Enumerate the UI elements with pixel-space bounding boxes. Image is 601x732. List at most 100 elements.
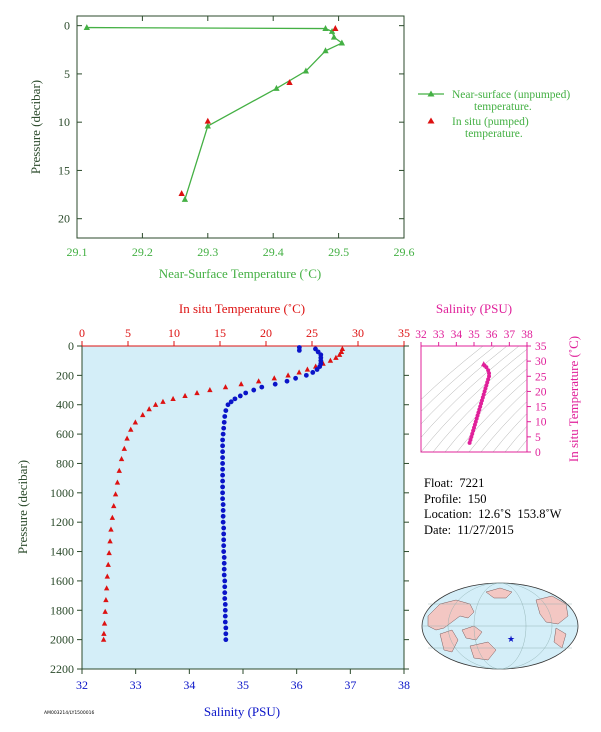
legend-label-line1: Near-surface (unpumped)	[452, 89, 570, 101]
salinity-point	[225, 402, 231, 408]
salinity-tick-label: 32	[76, 678, 88, 692]
temperature-point	[105, 561, 111, 567]
top-x-tick-label: 29.1	[67, 245, 88, 259]
salinity-point	[223, 408, 229, 413]
temperature-tick-label: 35	[398, 326, 410, 340]
temperature-point	[108, 526, 114, 532]
temperature-point	[124, 435, 130, 441]
salinity-point	[223, 631, 229, 637]
temperature-point	[338, 348, 345, 354]
temperature-point	[100, 636, 107, 642]
legend-green-triangle	[427, 90, 435, 97]
top-x-tick-label: 29.4	[263, 245, 284, 259]
ts-point	[471, 428, 476, 433]
ts-point	[487, 374, 492, 379]
temperature-point	[255, 378, 262, 384]
salinity-point	[221, 543, 227, 549]
density-contour	[492, 413, 527, 452]
temperature-point	[182, 392, 188, 399]
temperature-point	[336, 351, 343, 357]
near-surface-temperature-point	[322, 47, 329, 54]
temperature-point	[160, 398, 166, 404]
temperature-tick-label: 10	[168, 326, 180, 340]
salinity-point	[222, 584, 228, 590]
salinity-point	[220, 502, 226, 507]
temperature-point	[146, 406, 152, 412]
temperature-point	[101, 630, 107, 636]
density-contour	[421, 346, 484, 400]
ts-point	[482, 389, 487, 394]
ts-temperature-tick-label: 15	[535, 402, 547, 414]
near-surface-temperature-point	[302, 67, 310, 74]
near-surface-temperature-point	[204, 122, 211, 129]
ts-temperature-tick-label: 25	[535, 371, 547, 383]
temperature-point	[103, 596, 109, 603]
ts-salinity-tick-label: 37	[504, 329, 516, 341]
near-surface-temperature-point	[328, 27, 336, 34]
density-contour	[456, 379, 527, 452]
pressure-tick-label: 2000	[50, 633, 74, 647]
salinity-point	[220, 508, 226, 513]
salinity-point	[228, 399, 234, 405]
temperature-point	[118, 456, 125, 462]
map-gridlines	[422, 582, 578, 670]
temperature-point	[152, 401, 159, 407]
temperature-point	[207, 387, 213, 393]
temperature-point	[111, 503, 117, 509]
temperature-point	[107, 538, 113, 544]
pressure-tick-label: 0	[68, 339, 74, 353]
ts-point	[475, 413, 480, 418]
salinity-point	[221, 419, 227, 425]
ts-point	[474, 416, 479, 421]
ts-temperature-tick-label: 10	[535, 417, 547, 429]
temperature-point	[112, 491, 119, 497]
ts-point	[480, 395, 485, 400]
temperature-point	[104, 573, 110, 579]
main-chart: 0 5 10 15 20 25 30 35 32 33 34 35 36 37 38 0 200 400 600…	[15, 301, 410, 719]
salinity-point	[220, 472, 226, 478]
ts-temperature-tick-label: 35	[535, 341, 547, 353]
salinity-point	[221, 560, 227, 566]
density-contour	[421, 348, 527, 452]
float-id: Float: 7221	[424, 476, 485, 490]
ts-point	[486, 377, 491, 382]
salinity-point	[272, 381, 278, 387]
ts-point	[487, 371, 492, 376]
ts-point	[485, 380, 490, 385]
density-contour	[516, 439, 527, 452]
top-y-tick-label: 10	[58, 115, 70, 129]
legend-red-triangle	[427, 117, 435, 124]
temperature-point	[271, 375, 277, 381]
salinity-tick-label: 38	[398, 678, 410, 692]
salinity-point	[220, 455, 226, 460]
near-surface-temperature-point	[181, 195, 189, 202]
near-surface-temperature-point	[338, 39, 346, 46]
salinity-point	[222, 602, 228, 607]
in-situ-temperature-point	[286, 79, 293, 86]
temperature-point	[238, 381, 244, 387]
salinity-point	[220, 437, 226, 443]
ts-salinity-tick-label: 34	[451, 329, 463, 341]
pressure-tick-label: 1600	[50, 574, 74, 588]
pressure-tick-label: 400	[56, 398, 74, 412]
ts-salinity-tick-label: 33	[433, 329, 445, 341]
world-map: ★	[421, 582, 579, 670]
salinity-point	[222, 578, 228, 584]
salinity-point	[223, 625, 229, 631]
density-contour	[421, 346, 496, 412]
ts-point	[472, 425, 476, 430]
pressure-tick-label: 2200	[50, 662, 74, 676]
top-y-tick-label: 0	[64, 19, 70, 33]
pressure-tick-label: 1800	[50, 603, 74, 617]
salinity-point	[222, 414, 228, 419]
ts-point	[479, 401, 484, 406]
ts-density-contours	[421, 346, 527, 452]
ts-point	[479, 398, 484, 403]
pressure-tick-label: 200	[56, 368, 74, 382]
salinity-point	[310, 370, 316, 375]
in-situ-temperature-point	[204, 117, 211, 124]
ts-salinity-tick-label: 36	[486, 329, 498, 341]
density-contour	[444, 368, 527, 452]
salinity-point	[220, 490, 226, 496]
temperature-point	[285, 372, 291, 378]
